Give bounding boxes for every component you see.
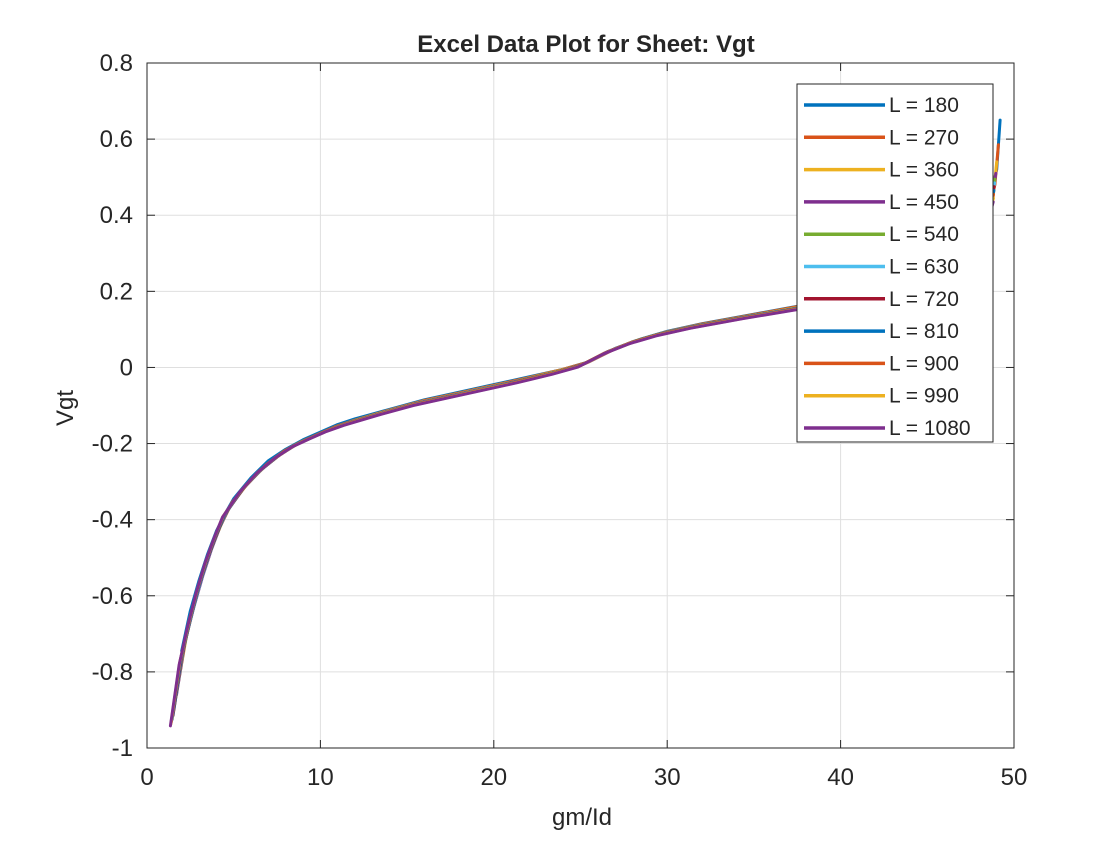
legend-label: L = 720 [889, 288, 959, 311]
legend-label: L = 810 [889, 320, 959, 343]
legend-label: L = 450 [889, 191, 959, 214]
x-tick-label: 30 [654, 764, 681, 791]
y-tick-label: -0.4 [92, 507, 133, 534]
legend-box [796, 83, 994, 443]
x-tick-label: 50 [1001, 764, 1028, 791]
y-tick-label: -0.6 [92, 583, 133, 610]
x-axis-label: gm/Id [552, 804, 612, 831]
y-axis-label: Vgt [52, 390, 79, 426]
legend-label: L = 540 [889, 223, 959, 246]
y-tick-label: -0.8 [92, 659, 133, 686]
y-tick-label: 0.2 [100, 278, 133, 305]
x-tick-label: 0 [140, 764, 153, 791]
legend-label: L = 180 [889, 94, 959, 117]
y-tick-label: -0.2 [92, 431, 133, 458]
y-tick-label: 0 [120, 354, 133, 381]
legend-label: L = 1080 [889, 417, 971, 440]
y-tick-label: -1 [112, 735, 133, 762]
x-tick-label: 40 [827, 764, 854, 791]
y-tick-label: 0.8 [100, 50, 133, 77]
chart-title: Excel Data Plot for Sheet: Vgt [417, 31, 754, 58]
x-tick-label: 10 [307, 764, 334, 791]
y-tick-label: 0.4 [100, 202, 133, 229]
legend-label: L = 900 [889, 352, 959, 375]
axes-box [146, 62, 1015, 749]
y-tick-label: 0.6 [100, 126, 133, 153]
legend-label: L = 630 [889, 256, 959, 279]
x-tick-label: 20 [480, 764, 507, 791]
legend-label: L = 990 [889, 385, 959, 408]
legend-label: L = 360 [889, 159, 959, 182]
legend-label: L = 270 [889, 126, 959, 149]
